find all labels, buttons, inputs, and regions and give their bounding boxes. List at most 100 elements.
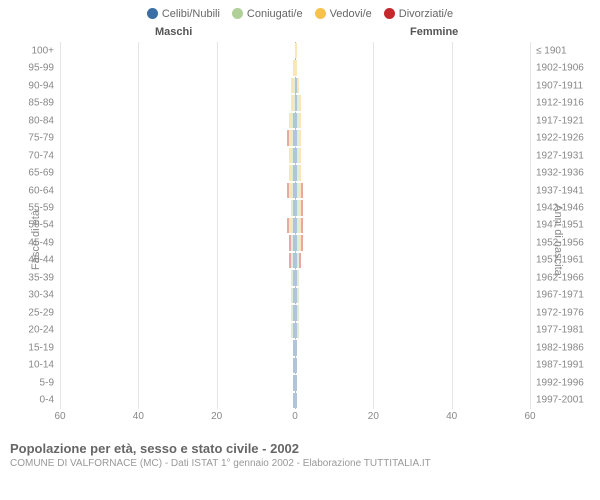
birth-year-label: 1907-1911: [530, 80, 583, 91]
bar-segment: [297, 78, 299, 93]
birth-year-label: 1902-1906: [530, 63, 584, 74]
birth-year-label: 1927-1931: [530, 150, 584, 161]
bar-female: [295, 60, 297, 75]
age-label: 75-79: [28, 133, 60, 144]
bar-segment: [297, 270, 299, 285]
bar-segment: [297, 305, 299, 320]
pyramid-row: 65-691932-1936: [60, 164, 530, 181]
bar-segment: [295, 393, 297, 408]
age-label: 30-34: [28, 290, 60, 301]
birth-year-label: 1977-1981: [530, 325, 584, 336]
bar-female: [295, 270, 299, 285]
birth-year-label: 1957-1961: [530, 255, 584, 266]
bar-segment: [299, 148, 301, 163]
pyramid-row: 30-341967-1971: [60, 287, 530, 304]
birth-year-label: 1917-1921: [530, 115, 584, 126]
birth-year-label: ≤ 1901: [530, 45, 567, 56]
bar-male: [287, 130, 295, 145]
bar-female: [295, 288, 299, 303]
age-label: 10-14: [28, 360, 60, 371]
bar-female: [295, 323, 299, 338]
legend-item: Celibi/Nubili: [147, 8, 220, 20]
pyramid-row: 0-41997-2001: [60, 392, 530, 409]
birth-year-label: 1992-1996: [530, 377, 584, 388]
age-label: 40-44: [28, 255, 60, 266]
legend-swatch: [147, 8, 158, 19]
pyramid-row: 90-941907-1911: [60, 77, 530, 94]
pyramid-row: 25-291972-1976: [60, 304, 530, 321]
birth-year-label: 1932-1936: [530, 168, 584, 179]
age-label: 100+: [31, 45, 60, 56]
birth-year-label: 1972-1976: [530, 307, 584, 318]
gender-headers: Maschi Femmine: [10, 26, 590, 40]
bar-female: [295, 113, 301, 128]
age-label: 60-64: [28, 185, 60, 196]
birth-year-label: 1987-1991: [530, 360, 584, 371]
bar-female: [295, 183, 303, 198]
bar-female: [295, 130, 301, 145]
bar-female: [295, 340, 297, 355]
bar-female: [295, 253, 301, 268]
pyramid-row: 10-141987-1991: [60, 357, 530, 374]
age-label: 85-89: [28, 98, 60, 109]
bar-male: [287, 183, 295, 198]
bar-female: [295, 375, 297, 390]
x-axis: 6040200204060: [60, 411, 530, 425]
bar-segment: [295, 375, 297, 390]
birth-year-label: 1962-1966: [530, 272, 584, 283]
age-label: 0-4: [40, 395, 60, 406]
age-label: 20-24: [28, 325, 60, 336]
birth-year-label: 1967-1971: [530, 290, 584, 301]
pyramid-row: 5-91992-1996: [60, 374, 530, 391]
bar-segment: [301, 235, 303, 250]
legend-swatch: [384, 8, 395, 19]
pyramid-row: 50-541947-1951: [60, 217, 530, 234]
age-label: 25-29: [28, 307, 60, 318]
bar-segment: [295, 340, 297, 355]
pyramid-row: 75-791922-1926: [60, 129, 530, 146]
x-tick: 60: [524, 411, 535, 422]
bar-segment: [297, 288, 299, 303]
bar-female: [295, 148, 301, 163]
bar-segment: [299, 95, 301, 110]
x-tick: 40: [133, 411, 144, 422]
bar-segment: [295, 43, 297, 58]
age-label: 35-39: [28, 272, 60, 283]
age-label: 50-54: [28, 220, 60, 231]
bar-female: [295, 78, 299, 93]
legend-item: Vedovi/e: [315, 8, 372, 20]
legend-swatch: [315, 8, 326, 19]
pyramid-row: 15-191982-1986: [60, 339, 530, 356]
pyramid-row: 70-741927-1931: [60, 147, 530, 164]
age-label: 5-9: [40, 377, 60, 388]
x-tick: 20: [368, 411, 379, 422]
bar-female: [295, 235, 303, 250]
pyramid-row: 80-841917-1921: [60, 112, 530, 129]
bar-segment: [299, 253, 301, 268]
age-label: 70-74: [28, 150, 60, 161]
bar-female: [295, 393, 297, 408]
bar-segment: [295, 358, 297, 373]
birth-year-label: 1947-1951: [530, 220, 584, 231]
bar-segment: [299, 130, 301, 145]
bar-female: [295, 200, 303, 215]
bar-male: [287, 218, 295, 233]
age-label: 80-84: [28, 115, 60, 126]
bar-segment: [301, 183, 303, 198]
bar-female: [295, 358, 297, 373]
x-tick: 0: [292, 411, 298, 422]
bar-female: [295, 43, 297, 58]
plot: 100+≤ 190195-991902-190690-941907-191185…: [60, 42, 530, 409]
pyramid-row: 40-441957-1961: [60, 252, 530, 269]
x-tick: 20: [211, 411, 222, 422]
legend: Celibi/NubiliConiugati/eVedovi/eDivorzia…: [10, 6, 590, 26]
legend-item: Coniugati/e: [232, 8, 303, 20]
pyramid-row: 55-591942-1946: [60, 199, 530, 216]
pyramid-row: 45-491952-1956: [60, 234, 530, 251]
pyramid-row: 95-991902-1906: [60, 59, 530, 76]
gender-female: Femmine: [410, 26, 458, 38]
chart-title: Popolazione per età, sesso e stato civil…: [10, 441, 590, 456]
age-label: 15-19: [28, 342, 60, 353]
birth-year-label: 1912-1916: [530, 98, 584, 109]
bar-segment: [295, 60, 297, 75]
